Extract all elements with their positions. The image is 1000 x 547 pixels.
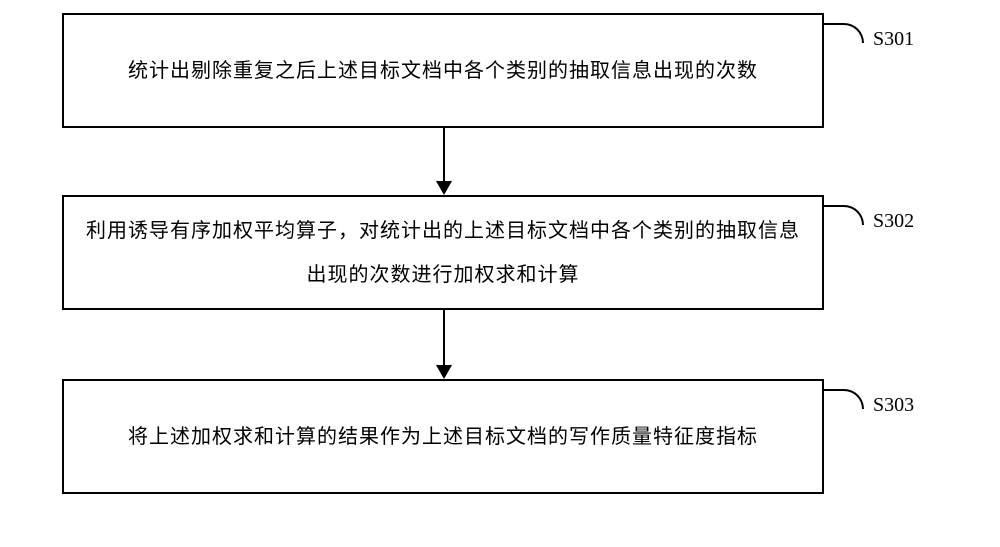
flow-step-s303: 将上述加权求和计算的结果作为上述目标文档的写作质量特征度指标 — [62, 379, 824, 494]
flow-step-s301-label: S301 — [873, 28, 914, 51]
arrow-s302-s303-line — [443, 310, 445, 365]
s301-label-connector — [824, 23, 864, 43]
flow-step-s303-text: 将上述加权求和计算的结果作为上述目标文档的写作质量特征度指标 — [128, 415, 758, 459]
flow-step-s302-text: 利用诱导有序加权平均算子，对统计出的上述目标文档中各个类别的抽取信息出现的次数进… — [84, 209, 802, 297]
s303-label-connector — [824, 389, 864, 409]
flow-step-s301: 统计出剔除重复之后上述目标文档中各个类别的抽取信息出现的次数 — [62, 13, 824, 128]
arrow-s301-s302-line — [443, 128, 445, 181]
flow-step-s302: 利用诱导有序加权平均算子，对统计出的上述目标文档中各个类别的抽取信息出现的次数进… — [62, 195, 824, 310]
flow-step-s302-label: S302 — [873, 210, 914, 233]
flow-step-s303-label: S303 — [873, 394, 914, 417]
flow-step-s301-text: 统计出剔除重复之后上述目标文档中各个类别的抽取信息出现的次数 — [128, 49, 758, 93]
arrow-s302-s303-head — [436, 365, 452, 379]
s302-label-connector — [824, 205, 864, 225]
arrow-s301-s302-head — [436, 181, 452, 195]
